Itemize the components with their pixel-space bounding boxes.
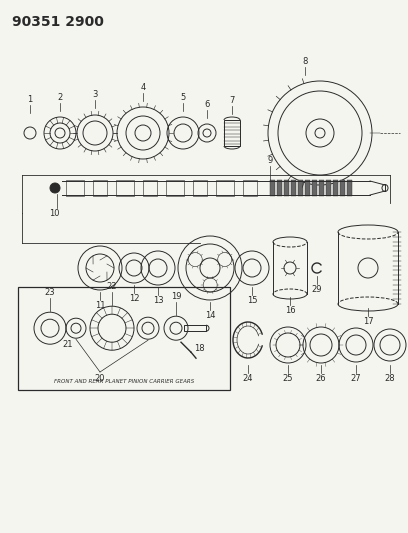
Text: 8: 8 [302, 57, 308, 66]
Circle shape [50, 183, 60, 193]
Bar [305, 180, 310, 196]
Text: 21: 21 [63, 340, 73, 349]
Text: 17: 17 [363, 317, 373, 326]
Text: 3: 3 [92, 90, 98, 99]
Text: 22: 22 [107, 282, 117, 291]
Text: 15: 15 [247, 296, 257, 305]
Bar [243, 180, 257, 196]
Text: 9: 9 [267, 156, 273, 165]
Bar [166, 180, 184, 196]
Text: 23: 23 [45, 288, 55, 297]
Text: 29: 29 [312, 285, 322, 294]
Bar [224, 120, 240, 146]
Text: 1: 1 [27, 95, 33, 104]
Bar [216, 180, 234, 196]
Bar [291, 180, 296, 196]
Bar [270, 180, 275, 196]
Text: FRONT AND REAR PLANET PINION CARRIER GEARS: FRONT AND REAR PLANET PINION CARRIER GEA… [54, 379, 194, 384]
Bar [116, 180, 134, 196]
Text: 19: 19 [171, 292, 181, 301]
Text: 28: 28 [385, 374, 395, 383]
Bar [319, 180, 324, 196]
Text: 12: 12 [129, 294, 139, 303]
Bar [18, 287, 230, 390]
Text: 24: 24 [243, 374, 253, 383]
Text: 11: 11 [95, 301, 105, 310]
Bar [184, 325, 206, 331]
Bar [333, 180, 338, 196]
Text: 14: 14 [205, 311, 215, 320]
Bar [277, 180, 282, 196]
Bar [93, 180, 107, 196]
Bar [340, 180, 345, 196]
Text: 18: 18 [194, 344, 205, 353]
Text: 16: 16 [285, 306, 295, 315]
Text: 6: 6 [204, 100, 210, 109]
Text: 20: 20 [95, 374, 105, 383]
Text: 4: 4 [140, 83, 146, 92]
Bar [326, 180, 331, 196]
Bar [66, 180, 84, 196]
Text: 90351 2900: 90351 2900 [12, 15, 104, 29]
Bar [298, 180, 303, 196]
Text: 2: 2 [58, 93, 62, 102]
Text: 10: 10 [49, 209, 59, 218]
Text: 5: 5 [180, 93, 186, 102]
Bar [193, 180, 207, 196]
Text: 26: 26 [316, 374, 326, 383]
Text: 7: 7 [229, 96, 235, 105]
Bar [347, 180, 352, 196]
Text: 25: 25 [283, 374, 293, 383]
Text: 27: 27 [351, 374, 361, 383]
Bar [312, 180, 317, 196]
Text: 13: 13 [153, 296, 163, 305]
Bar [143, 180, 157, 196]
Bar [284, 180, 289, 196]
